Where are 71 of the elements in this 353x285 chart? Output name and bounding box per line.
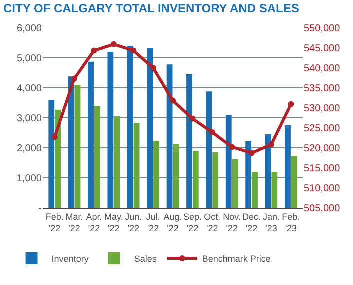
x-tick-label: Jul. '22 [146,212,160,234]
bar [173,144,180,208]
bar [252,172,258,208]
y2-tick-label: 545,000 [304,44,341,54]
legend-label: Benchmark Price [202,254,271,264]
point [288,101,294,108]
bar [134,123,140,208]
y-tick-label: 2,000 [16,144,42,154]
bar [114,116,120,208]
bar [272,172,278,208]
point [110,41,117,48]
chart-title: CITY OF CALGARY TOTAL INVENTORY AND SALES [4,2,300,16]
y2-tick-label: 515,000 [304,164,341,174]
point [248,150,255,156]
bar [147,48,154,208]
y2-tick-label: 530,000 [304,104,341,114]
bar [68,76,74,208]
bar [108,52,114,208]
y2-tick-label: 510,000 [304,184,341,194]
bar [291,156,298,208]
x-tick-label: Sep. '22 [183,212,202,234]
y2-tick-label: 550,000 [304,24,341,34]
point [268,142,274,148]
legend-label: Inventory [52,254,90,264]
y-tick-label: 5,000 [16,54,42,64]
bar [246,141,252,208]
bar [48,100,55,208]
x-tick-label: Dec. '22 [242,212,262,234]
point [229,144,236,150]
bar [192,151,199,208]
point [170,98,176,104]
bar [154,141,160,208]
y2-tick-label: 525,000 [304,124,341,134]
point [150,65,156,71]
bar [226,115,232,208]
legend-label: Sales [134,254,158,264]
bar [232,159,238,208]
y2-tick-label: 520,000 [304,144,341,154]
y-tick-label: 6,000 [16,24,42,34]
x-tick-label: Feb. '22 [46,212,64,234]
bar [88,62,94,208]
point [72,76,78,82]
bar [186,74,192,208]
x-tick-label: Jun. '22 [125,212,142,234]
y-tick-label: 3,000 [16,114,42,124]
y-tick-label: 4,000 [16,84,42,94]
point [91,48,98,54]
x-tick-label: Oct. '22 [204,212,221,234]
y2-tick-label: 540,000 [304,64,341,74]
point [209,129,216,136]
point [130,48,137,54]
bar [74,85,81,208]
bar [285,126,291,208]
point [190,116,196,122]
x-tick-label: Feb. '23 [282,212,300,234]
x-tick-label: Apr. '22 [86,212,102,234]
y2-tick-label: 535,000 [304,84,341,94]
bar [166,64,173,208]
x-tick-label: Mar. '22 [66,212,84,234]
x-tick-label: Jan. '23 [262,212,280,234]
y2-tick-label: 505,000 [304,204,341,214]
bar [206,92,212,208]
bar [127,46,134,208]
bar [94,106,100,208]
x-tick-label: May. '22 [104,212,124,234]
bar [212,152,219,208]
point [52,134,58,140]
x-tick-label: Aug. '22 [164,212,182,234]
x-tick-label: Nov. '22 [223,212,242,234]
y-tick-label: - [38,204,42,214]
y-tick-label: 1,000 [16,174,42,184]
